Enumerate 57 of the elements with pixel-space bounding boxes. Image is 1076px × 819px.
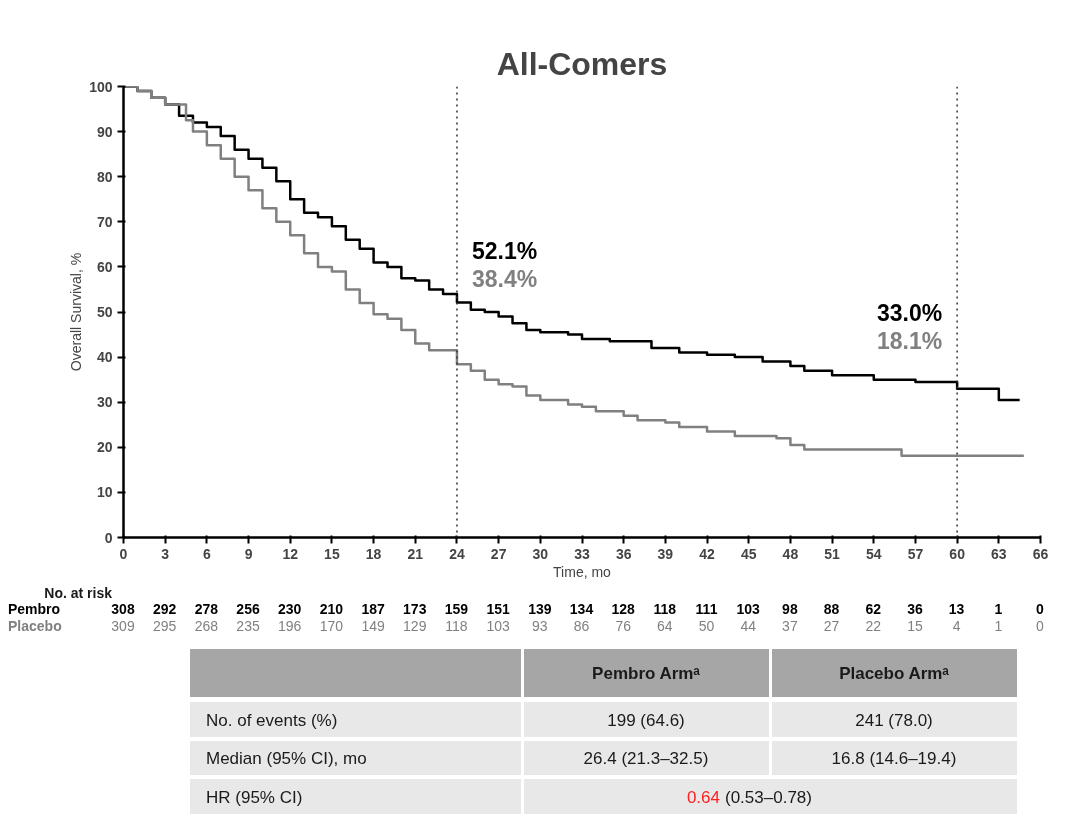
x-tick-label: 33	[574, 545, 590, 562]
x-tick-label: 36	[615, 545, 632, 562]
x-tick-label: 48	[782, 545, 799, 562]
y-tick-label: 40	[96, 349, 113, 366]
x-tick-label: 15	[324, 545, 340, 562]
x-tick-label: 12	[282, 545, 299, 562]
x-tick-label: 39	[657, 545, 674, 562]
x-tick-label: 54	[865, 545, 882, 562]
text: 26.4 (21.3–32.5)	[582, 749, 710, 768]
y-tick-label: 100	[89, 78, 113, 95]
text: Pembro Armᵃ	[591, 664, 701, 683]
y-tick-label: 0	[104, 529, 113, 546]
y-tick-label: 10	[96, 484, 113, 501]
y-axis-title: Overall Survival, %	[68, 252, 85, 372]
x-tick-label: 42	[699, 545, 716, 562]
x-tick-label: 57	[907, 545, 924, 562]
x-tick-label: 51	[824, 545, 841, 562]
y-tick-label: 70	[96, 213, 113, 230]
annotation: 38.4%	[471, 265, 538, 292]
text: 309 295 268 235 196 170 149 129 118 103 93 86 76 64 50 44 37 27 22 15 4 1 0	[111, 618, 1044, 634]
annotation: 18.1%	[876, 327, 943, 354]
x-tick-label: 0	[119, 545, 128, 562]
chart-title: All-Comers	[496, 45, 668, 82]
text: (0.53–0.78)	[725, 787, 813, 807]
x-tick-label: 6	[202, 545, 211, 562]
x-tick-label: 21	[407, 545, 424, 562]
y-tick-label: 80	[96, 168, 113, 185]
text: Placebo	[8, 618, 63, 634]
text: Pembro	[8, 601, 62, 617]
x-tick-label: 24	[449, 545, 465, 562]
x-axis-title: Time, mo	[553, 563, 612, 580]
x-tick-label: 45	[740, 545, 757, 562]
x-tick-label: 9	[244, 545, 253, 562]
text: 308 292 278 256 230 210 187 173 159 151 139 134 128 118 111 103 98 88 62 36 13 1 0	[111, 601, 1044, 617]
x-tick-label: 30	[532, 545, 549, 562]
y-tick-label: 60	[96, 258, 113, 275]
text: 0.64	[685, 787, 720, 807]
x-tick-label: 18	[365, 545, 382, 562]
text: 199 (64.6)	[606, 710, 686, 730]
text: No. at risk	[43, 585, 112, 601]
y-tick-label: 90	[96, 123, 113, 140]
text: HR (95% CI)	[206, 787, 304, 807]
annotation: 33.0%	[876, 299, 943, 326]
x-tick-label: 3	[161, 545, 170, 562]
y-tick-label: 50	[96, 304, 113, 320]
y-tick-label: 30	[96, 394, 113, 411]
x-tick-label: 66	[1032, 545, 1049, 562]
y-tick-label: 20	[96, 439, 113, 456]
text: 16.8 (14.6–19.4)	[830, 749, 958, 768]
text: Placebo Armᵃ	[838, 664, 950, 683]
x-tick-label: 27	[490, 545, 507, 562]
x-tick-label: 60	[949, 545, 966, 562]
text: No. of events (%)	[206, 710, 339, 730]
text: Median (95% CI), mo	[206, 749, 368, 768]
x-tick-label: 63	[991, 545, 1007, 562]
text: 241 (78.0)	[854, 710, 934, 730]
annotation: 52.1%	[471, 237, 538, 264]
